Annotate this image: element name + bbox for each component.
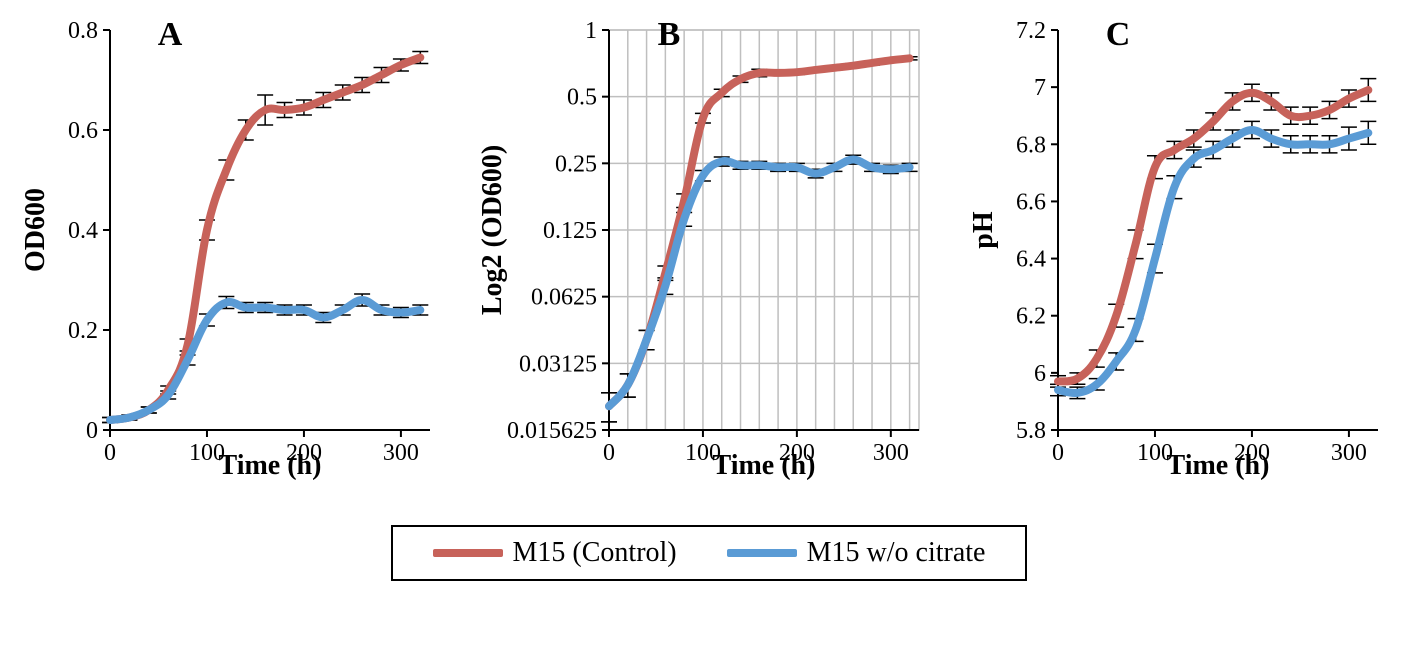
legend-item: M15 w/o citrate [727,537,986,569]
panel-letter: C [1106,16,1131,53]
series-line [110,300,420,420]
y-tick-label: 0.015625 [507,418,597,444]
figure-row: 010020030000.20.40.60.8Time (h)OD600A 01… [0,0,1418,505]
panel-b-svg: 01002003000.0156250.031250.06250.1250.25… [479,10,939,480]
x-tick-label: 0 [603,440,615,466]
panel-c-svg: 01002003005.866.26.46.66.877.2Time (h)pH… [968,10,1398,480]
y-axis-label: Log2 (OD600) [479,145,508,315]
y-tick-label: 7.2 [1016,18,1046,44]
y-tick-label: 0.5 [567,85,597,111]
y-tick-label: 5.8 [1016,418,1046,444]
y-tick-label: 0 [86,418,98,444]
x-tick-label: 300 [1331,440,1367,466]
legend-container: M15 (Control) M15 w/o citrate [0,505,1418,611]
x-axis-label: Time (h) [219,450,322,480]
x-tick-label: 0 [1052,440,1064,466]
legend-swatch [433,549,503,557]
y-tick-label: 0.125 [543,218,597,244]
y-tick-label: 6 [1034,361,1046,387]
panel-a: 010020030000.20.40.60.8Time (h)OD600A [20,10,450,485]
x-axis-label: Time (h) [1167,450,1270,480]
x-tick-label: 0 [104,440,116,466]
y-tick-label: 6.4 [1016,247,1046,273]
panel-b: 01002003000.0156250.031250.06250.1250.25… [479,10,939,485]
y-axis-label: pH [968,211,999,249]
legend-swatch [727,549,797,557]
x-tick-label: 300 [873,440,909,466]
y-tick-label: 6.6 [1016,189,1046,215]
y-tick-label: 1 [585,18,597,44]
legend: M15 (Control) M15 w/o citrate [391,525,1028,581]
y-axis-label: OD600 [20,188,51,272]
series-line [110,58,420,421]
series-line [1058,130,1368,393]
y-tick-label: 0.2 [68,318,98,344]
series-line [1058,90,1368,381]
x-tick-label: 300 [383,440,419,466]
panel-letter: A [158,16,183,53]
y-tick-label: 0.25 [555,151,597,177]
x-axis-label: Time (h) [713,450,816,480]
legend-item: M15 (Control) [433,537,677,569]
panel-letter: B [658,16,681,53]
y-tick-label: 7 [1034,75,1046,101]
y-tick-label: 0.4 [68,218,98,244]
y-tick-label: 0.8 [68,18,98,44]
y-tick-label: 6.2 [1016,304,1046,330]
panel-c: 01002003005.866.26.46.66.877.2Time (h)pH… [968,10,1398,485]
y-tick-label: 0.03125 [519,351,597,377]
y-tick-label: 6.8 [1016,132,1046,158]
legend-label: M15 (Control) [513,537,677,569]
legend-label: M15 w/o citrate [807,537,986,569]
y-tick-label: 0.0625 [531,285,597,311]
y-tick-label: 0.6 [68,118,98,144]
panel-a-svg: 010020030000.20.40.60.8Time (h)OD600A [20,10,450,480]
